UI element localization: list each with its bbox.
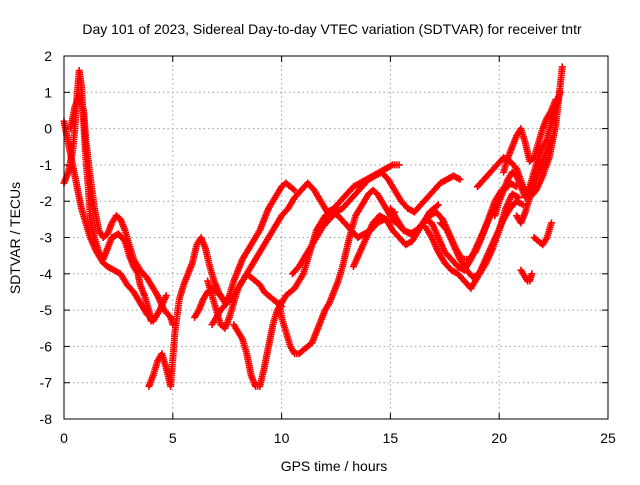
series-arc-16	[491, 88, 564, 220]
x-tick-label: 5	[169, 430, 177, 446]
data-point	[558, 63, 566, 71]
data-point	[162, 292, 170, 300]
data-point	[291, 186, 299, 194]
data-point	[289, 185, 297, 193]
y-tick-label: -1	[40, 157, 53, 173]
data-points-layer	[60, 63, 566, 390]
data-point	[433, 202, 441, 210]
series-arc-7	[208, 161, 403, 329]
x-tick-label: 25	[600, 430, 616, 446]
data-point	[547, 135, 555, 143]
x-axis-title: GPS time / hours	[281, 458, 388, 474]
series-arc-14	[436, 190, 523, 281]
y-tick-label: -4	[40, 266, 53, 282]
chart-title: Day 101 of 2023, Sidereal Day-to-day VTE…	[82, 21, 582, 37]
series-arc-9	[275, 186, 399, 358]
data-point	[395, 161, 403, 169]
data-point	[434, 201, 442, 209]
series-arc-20	[530, 219, 555, 249]
series-arc-10	[288, 168, 464, 278]
data-point	[528, 270, 536, 278]
y-tick-label: 2	[44, 48, 52, 64]
data-point	[515, 194, 523, 202]
data-point	[120, 236, 128, 244]
y-tick-label: -5	[40, 302, 53, 318]
plot-frame	[63, 55, 609, 420]
series-arc-17	[500, 96, 560, 176]
series-arc-6	[191, 179, 299, 321]
x-tick-label: 15	[383, 430, 399, 446]
y-tick-label: -2	[40, 193, 53, 209]
data-point	[456, 175, 464, 183]
series-arc-3	[60, 117, 170, 325]
y-tick-label: -3	[40, 230, 53, 246]
y-tick-label: -6	[40, 338, 53, 354]
x-tick-label: 20	[491, 430, 507, 446]
data-point	[556, 88, 564, 96]
data-point	[547, 219, 555, 227]
series-arc-18	[513, 135, 555, 227]
y-tick-label: 1	[44, 84, 52, 100]
series-arc-2	[67, 92, 177, 329]
ticks-layer: 0 5 10 15 20 25 -8 -7 -6 -5 -4 -3 -2 -1 0 1 2	[40, 48, 616, 446]
y-tick-label: -8	[40, 411, 53, 427]
y-axis-title: SDTVAR / TECUs	[7, 182, 23, 294]
grid-layer	[64, 56, 608, 419]
y-tick-label: -7	[40, 375, 53, 391]
data-point	[552, 96, 560, 104]
x-tick-label: 10	[274, 430, 290, 446]
series-arc-4	[145, 234, 231, 390]
y-tick-label: 0	[44, 121, 52, 137]
x-tick-label: 0	[60, 430, 68, 446]
series-arc-19	[517, 266, 536, 285]
